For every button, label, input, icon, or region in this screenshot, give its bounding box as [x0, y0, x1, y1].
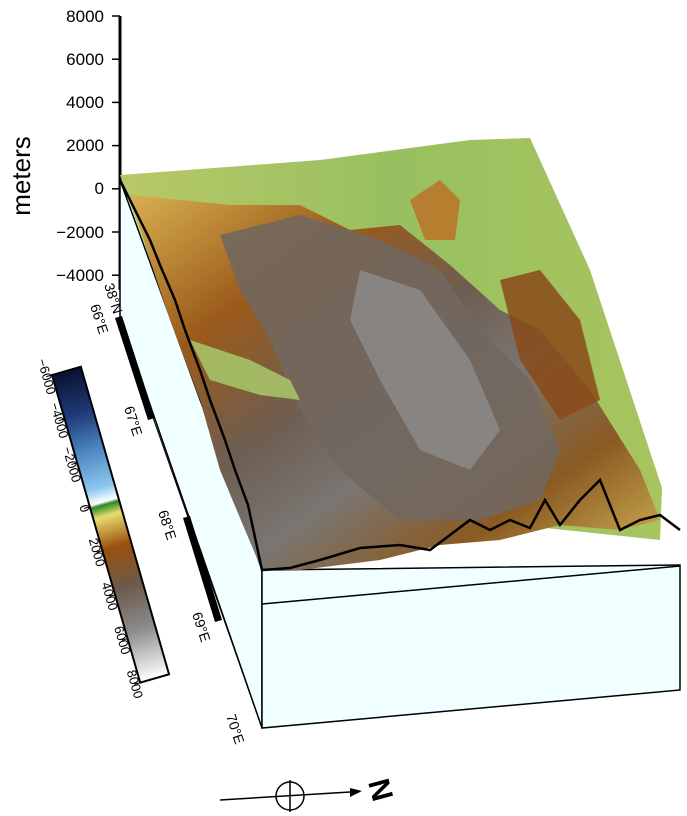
colorbar-tick-mark — [83, 506, 90, 509]
colorbar-tick-mark — [134, 682, 141, 685]
elevation-tick-label: 0 — [95, 179, 104, 198]
longitude-label: 69°E — [189, 610, 214, 644]
longitude-scale: 38°N 66°E 67°E 68°E 69°E 70°E — [87, 281, 263, 746]
elevation-tick-label: −4000 — [56, 266, 104, 285]
terrain-peak-east — [500, 270, 600, 420]
terrain-ridge-light — [350, 270, 500, 470]
longitude-label: 67°E — [121, 404, 146, 438]
elevation-tick-label: −2000 — [56, 223, 104, 242]
elevation-tick-label: 8000 — [66, 7, 104, 26]
elevation-axis-title: meters — [6, 136, 36, 215]
terrain-front-edge — [118, 179, 681, 572]
colorbar-tick-mark — [71, 462, 78, 466]
north-arrow: N — [219, 775, 399, 812]
north-label: N — [361, 775, 398, 804]
colorbar-tick-mark — [58, 418, 65, 422]
longitude-label: 70°E — [223, 712, 248, 746]
colorbar-gradient — [50, 365, 171, 684]
longitude-bar-segment — [183, 516, 222, 622]
block-walls — [119, 179, 681, 729]
longitude-bar-segment — [115, 316, 155, 420]
elevation-tick-label: 6000 — [66, 50, 104, 69]
colorbar-tick-mark — [121, 638, 128, 641]
terrain-valley-green — [190, 340, 300, 400]
colorbar-tick-label: 0 — [76, 503, 92, 514]
terrain-surface — [118, 138, 681, 572]
elevation-tick-label: 4000 — [66, 93, 104, 112]
north-arrow-head — [350, 788, 362, 797]
colorbar-tick-mark — [46, 374, 53, 378]
colorbar-tick-label: −6000 — [34, 357, 58, 396]
terrain-peak-north — [410, 180, 460, 240]
colorbar-tick-mark — [96, 550, 103, 553]
longitude-label: 68°E — [155, 508, 180, 542]
block-front-wall — [261, 564, 681, 729]
colorbar-tick-mark — [109, 594, 116, 597]
elevation-tick-label: 2000 — [66, 136, 104, 155]
elevation-axis: 8000 6000 4000 2000 0 −2000 −4000 meters — [6, 7, 122, 290]
